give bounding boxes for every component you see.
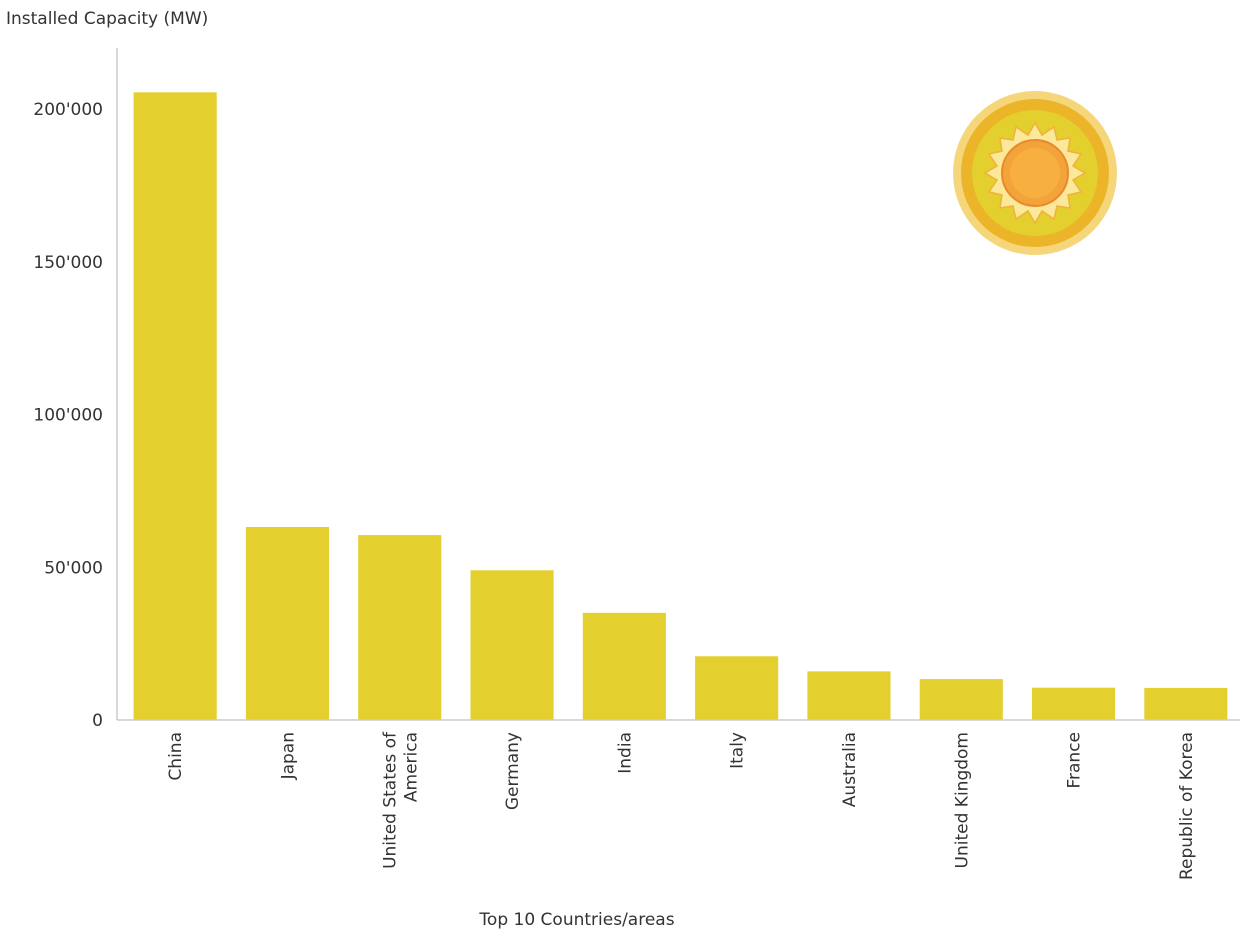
bar xyxy=(470,570,554,720)
x-tick-label-line: Republic of Korea xyxy=(1177,732,1197,880)
x-tick-label: Japan xyxy=(278,732,298,780)
x-tick-label: France xyxy=(1065,732,1085,789)
bar xyxy=(1031,687,1116,720)
bar xyxy=(919,679,1003,720)
x-tick-label: Italy xyxy=(728,732,748,769)
bar xyxy=(695,656,779,720)
x-tick-label-line: Italy xyxy=(728,732,748,769)
y-tick-label: 200'000 xyxy=(33,100,103,120)
bar xyxy=(245,526,330,720)
x-tick-label: Republic of Korea xyxy=(1177,732,1197,880)
x-tick-label-line: Germany xyxy=(503,732,523,810)
x-axis-label: Top 10 Countries/areas xyxy=(478,910,674,930)
bar xyxy=(1144,687,1228,720)
x-axis-category-labels: China Japan United States ofAmerica Germany… xyxy=(166,731,1197,880)
sun-icon xyxy=(953,91,1117,255)
x-tick-label-line: United States of xyxy=(380,731,400,869)
x-tick-label-line: America xyxy=(401,732,421,802)
bar xyxy=(133,92,217,720)
x-tick-label-line: United Kingdom xyxy=(952,732,972,868)
y-axis-label: Installed Capacity (MW) xyxy=(6,9,208,29)
x-tick-label-line: India xyxy=(615,732,635,774)
x-tick-label: China xyxy=(166,732,186,781)
bar xyxy=(358,535,442,720)
y-tick-label: 50'000 xyxy=(44,558,103,578)
y-tick-label: 0 xyxy=(92,711,103,731)
x-tick-label: United States ofAmerica xyxy=(380,731,421,869)
x-tick-label: United Kingdom xyxy=(952,732,972,868)
bar xyxy=(807,671,891,720)
x-tick-label: India xyxy=(615,732,635,774)
x-tick-label-line: France xyxy=(1065,732,1085,789)
x-tick-label: Australia xyxy=(840,732,860,807)
x-tick-label: Germany xyxy=(503,732,523,810)
bars xyxy=(133,92,1228,720)
bar xyxy=(582,612,666,720)
y-tick-label: 100'000 xyxy=(33,406,103,426)
y-axis-ticks: 0 50'000 100'000 150'000 200'000 xyxy=(33,100,103,731)
x-tick-label-line: Japan xyxy=(278,732,298,780)
x-tick-label-line: Australia xyxy=(840,732,860,807)
y-tick-label: 150'000 xyxy=(33,253,103,273)
x-tick-label-line: China xyxy=(166,732,186,781)
